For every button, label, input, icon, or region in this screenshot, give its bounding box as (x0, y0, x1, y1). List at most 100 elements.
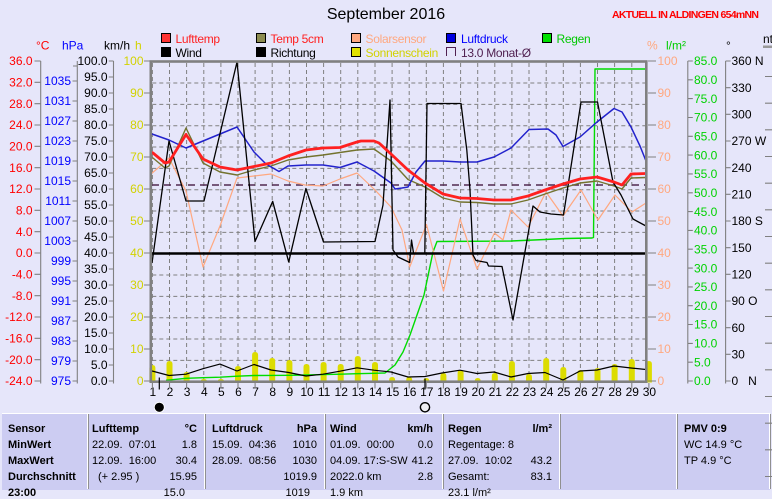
svg-text:12: 12 (335, 385, 349, 399)
svg-text:4.0: 4.0 (16, 225, 33, 239)
svg-text:35.0: 35.0 (84, 262, 108, 276)
svg-text:20.0: 20.0 (9, 140, 33, 154)
svg-text:5.0: 5.0 (694, 355, 711, 369)
svg-text:55.0: 55.0 (694, 167, 718, 181)
svg-text:80: 80 (130, 118, 144, 132)
svg-text:27: 27 (591, 385, 605, 399)
svg-text:10: 10 (658, 342, 672, 356)
svg-text:24.0: 24.0 (9, 118, 33, 132)
svg-text:8: 8 (269, 385, 276, 399)
svg-text:-20.0: -20.0 (5, 353, 33, 367)
svg-text:80: 80 (658, 118, 672, 132)
svg-text:75.0: 75.0 (84, 134, 108, 148)
svg-text:50.0: 50.0 (694, 186, 718, 200)
svg-text:19: 19 (454, 385, 468, 399)
svg-text:40.0: 40.0 (694, 224, 718, 238)
svg-text:30: 30 (658, 278, 672, 292)
svg-text:-4.0: -4.0 (12, 268, 33, 282)
svg-text:0.0: 0.0 (91, 374, 108, 388)
svg-text:10: 10 (300, 385, 314, 399)
svg-text:150: 150 (732, 241, 752, 255)
svg-text:0: 0 (658, 374, 665, 388)
svg-text:6: 6 (235, 385, 242, 399)
svg-text:1023: 1023 (44, 134, 71, 148)
svg-text:32.0: 32.0 (9, 76, 33, 90)
svg-text:23: 23 (523, 385, 537, 399)
svg-text:90: 90 (658, 86, 672, 100)
svg-text:7: 7 (252, 385, 259, 399)
svg-text:10.0: 10.0 (84, 342, 108, 356)
svg-text:3: 3 (184, 385, 191, 399)
svg-text:35.0: 35.0 (694, 242, 718, 256)
svg-text:300: 300 (732, 108, 752, 122)
svg-text:17: 17 (420, 385, 434, 399)
svg-text:12.0: 12.0 (9, 182, 33, 196)
svg-text:975: 975 (51, 374, 71, 388)
svg-text:-8.0: -8.0 (12, 289, 33, 303)
svg-text:75.0: 75.0 (694, 92, 718, 106)
svg-text:1027: 1027 (44, 114, 71, 128)
svg-text:20: 20 (130, 310, 144, 324)
svg-text:210: 210 (732, 188, 752, 202)
svg-text:hPa: hPa (62, 39, 84, 53)
svg-text:nte: nte (763, 32, 772, 46)
svg-text:5: 5 (218, 385, 225, 399)
svg-text:36.0: 36.0 (9, 54, 33, 68)
svg-text:40: 40 (658, 246, 672, 260)
svg-text:25: 25 (557, 385, 571, 399)
svg-text:270 W: 270 W (732, 134, 767, 148)
svg-text:60: 60 (732, 321, 746, 335)
svg-text:80.0: 80.0 (84, 118, 108, 132)
svg-text:11: 11 (318, 385, 331, 399)
svg-text:18: 18 (437, 385, 451, 399)
svg-text:20: 20 (472, 385, 486, 399)
svg-text:13: 13 (352, 385, 366, 399)
svg-text:80.0: 80.0 (694, 73, 718, 87)
svg-text:°: ° (726, 39, 731, 53)
svg-text:70: 70 (130, 150, 144, 164)
svg-text:°C: °C (36, 39, 50, 53)
svg-text:1019: 1019 (44, 154, 71, 168)
svg-text:50.0: 50.0 (84, 214, 108, 228)
svg-text:40: 40 (130, 246, 144, 260)
svg-text:10.0: 10.0 (694, 337, 718, 351)
svg-text:21: 21 (489, 385, 503, 399)
svg-text:9: 9 (287, 385, 294, 399)
svg-text:991: 991 (51, 294, 71, 308)
svg-text:16.0: 16.0 (9, 161, 33, 175)
svg-text:4: 4 (201, 385, 208, 399)
svg-text:%: % (647, 39, 658, 53)
svg-text:55.0: 55.0 (84, 198, 108, 212)
svg-text:25.0: 25.0 (84, 294, 108, 308)
svg-text:20.0: 20.0 (84, 310, 108, 324)
svg-text:60: 60 (130, 182, 144, 196)
svg-text:0: 0 (137, 374, 144, 388)
svg-text:60.0: 60.0 (694, 148, 718, 162)
svg-text:5.0: 5.0 (91, 358, 108, 372)
svg-text:30.0: 30.0 (84, 278, 108, 292)
svg-text:28.0: 28.0 (9, 97, 33, 111)
svg-text:30: 30 (732, 348, 746, 362)
svg-text:999: 999 (51, 254, 71, 268)
svg-text:95.0: 95.0 (84, 70, 108, 84)
svg-text:14: 14 (369, 385, 383, 399)
svg-text:24: 24 (540, 385, 554, 399)
svg-text:240: 240 (732, 161, 752, 175)
svg-text:1003: 1003 (44, 234, 71, 248)
svg-text:85.0: 85.0 (84, 102, 108, 116)
svg-text:70.0: 70.0 (694, 111, 718, 125)
svg-text:l/m²: l/m² (666, 39, 686, 53)
svg-text:50: 50 (658, 214, 672, 228)
svg-text:8.0: 8.0 (16, 204, 33, 218)
svg-text:45.0: 45.0 (694, 205, 718, 219)
svg-text:979: 979 (51, 354, 71, 368)
svg-text:h: h (135, 39, 142, 53)
svg-text:983: 983 (51, 334, 71, 348)
svg-text:15: 15 (386, 385, 400, 399)
svg-text:85.0: 85.0 (694, 54, 718, 68)
svg-text:60.0: 60.0 (84, 182, 108, 196)
svg-text:100: 100 (123, 54, 143, 68)
svg-text:70: 70 (658, 150, 672, 164)
svg-text:60: 60 (658, 182, 672, 196)
svg-text:2: 2 (167, 385, 174, 399)
